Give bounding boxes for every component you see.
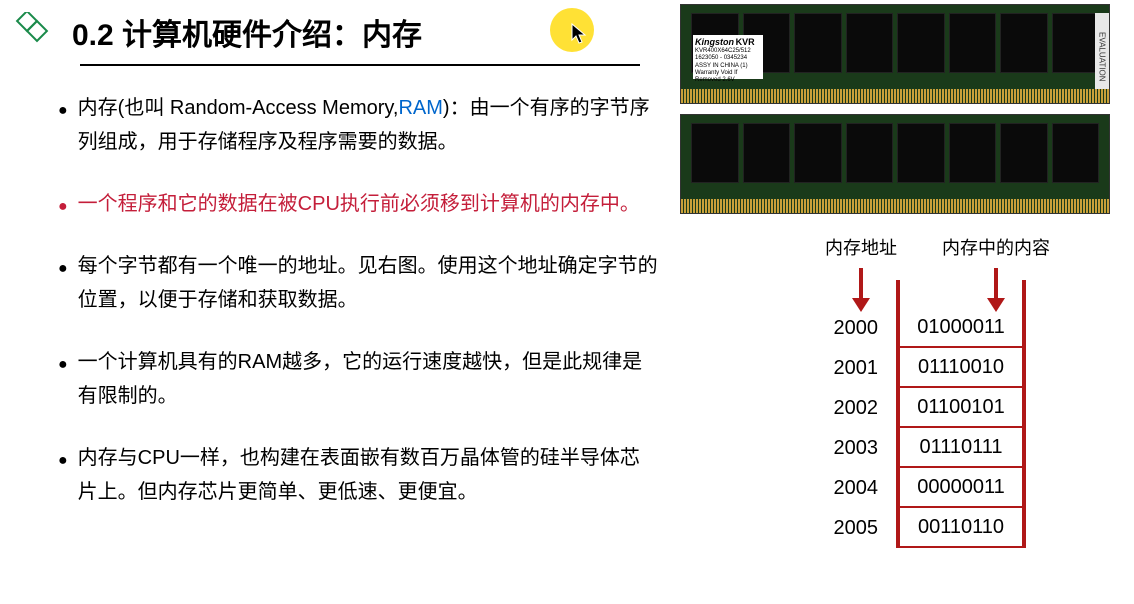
ram-chip — [949, 123, 997, 183]
ram-chip — [794, 123, 842, 183]
ram-contacts — [681, 199, 1109, 213]
bullet-dot-icon: ● — [58, 193, 68, 220]
page-title: 0.2 计算机硬件介绍：内存 — [72, 10, 422, 54]
address-cell: 2003 — [816, 437, 896, 460]
bullet-text: 内存与CPU一样，也构建在表面嵌有数百万晶体管的硅半导体芯片上。但内存芯片更简单… — [78, 441, 658, 509]
content-cell: 01110010 — [896, 348, 1026, 388]
bullet-item: ● 一个计算机具有的RAM越多，它的运行速度越快，但是此规律是有限制的。 — [58, 345, 658, 413]
ram-chip — [949, 13, 997, 73]
address-cell: 2005 — [816, 517, 896, 540]
content-cell: 01100101 — [896, 388, 1026, 428]
ram-chip — [846, 13, 894, 73]
bullet-item: ● 一个程序和它的数据在被CPU执行前必须移到计算机的内存中。 — [58, 187, 658, 221]
bullet-text: 内存(也叫 Random-Access Memory,RAM)：由一个有序的字节… — [78, 91, 658, 159]
content-cell: 00000011 — [896, 468, 1026, 508]
ram-label-line: Warranty Void If Removed 2.6V — [695, 70, 737, 83]
bullet-dot-icon: ● — [58, 255, 68, 282]
table-row: 2000 01000011 — [816, 308, 1106, 348]
diagram-headers: 内存地址 内存中的内容 — [806, 234, 1106, 260]
ram-label-line: KVR400X64C25/512 — [695, 48, 751, 54]
ram-brand: Kingston — [695, 37, 734, 47]
ram-chip — [846, 123, 894, 183]
table-row: 2004 00000011 — [816, 468, 1106, 508]
right-panel: Kingston KVR KVR400X64C25/512 1623050 - … — [680, 4, 1120, 224]
ram-sticker-label: Kingston KVR KVR400X64C25/512 1623050 - … — [693, 35, 763, 79]
logo-icon — [12, 12, 52, 52]
memory-table: 2000 01000011 2001 01110010 2002 0110010… — [816, 308, 1106, 548]
table-row: 2001 01110010 — [816, 348, 1106, 388]
ram-contacts — [681, 89, 1109, 103]
evaluation-strip: EVALUATION — [1095, 13, 1109, 101]
cursor-icon — [570, 22, 588, 52]
ram-chip — [897, 123, 945, 183]
ram-chip — [794, 13, 842, 73]
bullet-prefix: 内存(也叫 Random-Access Memory, — [78, 97, 399, 119]
bullet-dot-icon: ● — [58, 97, 68, 124]
address-cell: 2004 — [816, 477, 896, 500]
ram-chip — [1000, 13, 1048, 73]
bullet-text: 每个字节都有一个唯一的地址。见右图。使用这个地址确定字节的位置，以便于存储和获取… — [78, 249, 658, 317]
memory-diagram: 内存地址 内存中的内容 2000 01000011 2001 01110010 … — [806, 234, 1106, 548]
ram-model: KVR — [736, 37, 755, 47]
ram-chip — [1052, 13, 1100, 73]
content-cell: 00110110 — [896, 508, 1026, 548]
down-arrow-icon — [859, 268, 863, 302]
bullet-text: 一个程序和它的数据在被CPU执行前必须移到计算机的内存中。 — [78, 187, 658, 221]
table-row: 2003 01110111 — [816, 428, 1106, 468]
bullet-dot-icon: ● — [58, 447, 68, 474]
table-row: 2002 01100101 — [816, 388, 1106, 428]
content-cell: 01110111 — [896, 428, 1026, 468]
content-cell: 01000011 — [896, 308, 1026, 348]
header-address: 内存地址 — [806, 234, 916, 260]
bullet-text: 一个计算机具有的RAM越多，它的运行速度越快，但是此规律是有限制的。 — [78, 345, 658, 413]
bullet-list: ● 内存(也叫 Random-Access Memory,RAM)：由一个有序的… — [58, 91, 658, 537]
ram-chip — [1000, 123, 1048, 183]
ram-stick-bottom — [680, 114, 1110, 214]
bullet-item: ● 内存(也叫 Random-Access Memory,RAM)：由一个有序的… — [58, 91, 658, 159]
header-content: 内存中的内容 — [926, 234, 1066, 260]
ram-chip — [897, 13, 945, 73]
bullet-item: ● 每个字节都有一个唯一的地址。见右图。使用这个地址确定字节的位置，以便于存储和… — [58, 249, 658, 317]
ladder-top — [896, 280, 1026, 308]
ram-chips-row — [681, 115, 1109, 189]
ram-stick-top: Kingston KVR KVR400X64C25/512 1623050 - … — [680, 4, 1110, 104]
address-cell: 2001 — [816, 357, 896, 380]
ram-chip — [1052, 123, 1100, 183]
ram-label-line: 1623050 - 0345234 — [695, 55, 747, 61]
ram-chip — [743, 123, 791, 183]
ram-acronym: RAM — [398, 97, 442, 119]
address-cell: 2000 — [816, 317, 896, 340]
address-cell: 2002 — [816, 397, 896, 420]
ram-chip — [691, 123, 739, 183]
ram-label-line: ASSY IN CHINA (1) — [695, 63, 748, 69]
bullet-dot-icon: ● — [58, 351, 68, 378]
table-row: 2005 00110110 — [816, 508, 1106, 548]
bullet-item: ● 内存与CPU一样，也构建在表面嵌有数百万晶体管的硅半导体芯片上。但内存芯片更… — [58, 441, 658, 509]
